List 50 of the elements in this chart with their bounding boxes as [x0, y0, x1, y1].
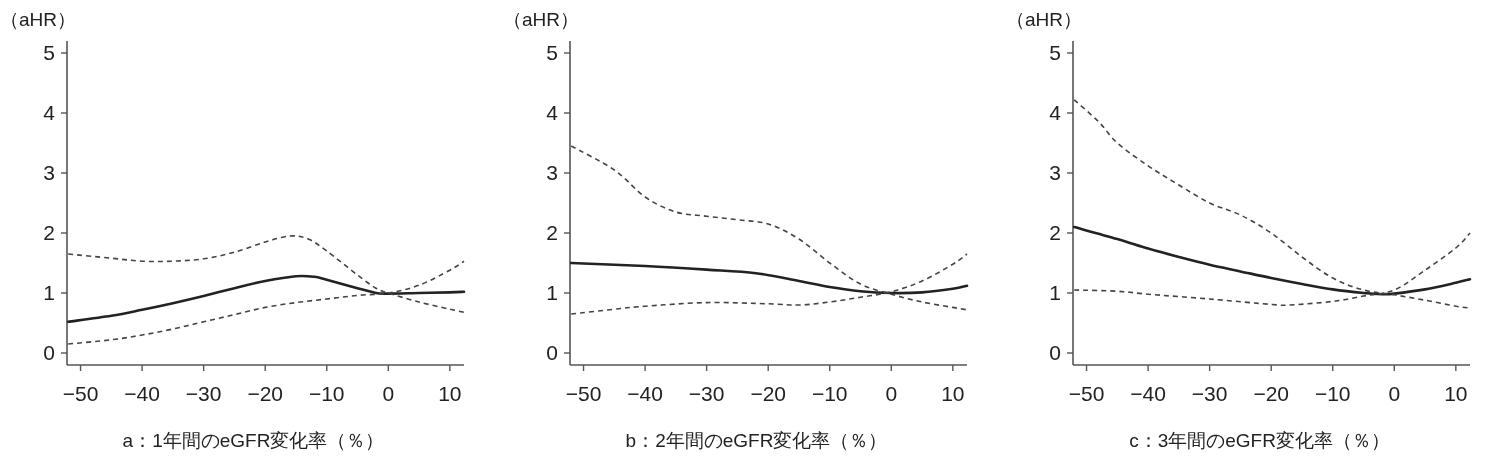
x-axis-title: c：3年間のeGFR変化率（％）: [1129, 430, 1390, 451]
y-tick-label: 1: [1049, 281, 1061, 304]
x-tick-label: 0: [885, 382, 898, 405]
x-tick-label: −50: [1068, 382, 1105, 405]
x-tick-label: 0: [1388, 382, 1401, 405]
y-tick-label: 3: [1049, 161, 1061, 184]
x-tick-label: −20: [247, 382, 283, 405]
y-tick-label: 1: [43, 281, 55, 304]
x-tick-label: −20: [1253, 382, 1289, 405]
x-axis-title: b：2年間のeGFR変化率（％）: [625, 430, 888, 451]
y-tick-label: 2: [1049, 221, 1061, 244]
x-tick-label: −50: [62, 382, 99, 405]
x-tick-label: 10: [438, 382, 462, 405]
y-tick-label: 4: [1049, 101, 1062, 124]
x-tick-label: 10: [941, 382, 965, 405]
y-tick-label: 1: [546, 281, 558, 304]
x-axis-title: a：1年間のeGFR変化率（％）: [122, 430, 385, 451]
y-tick-label: 3: [43, 161, 55, 184]
y-tick-label: 4: [43, 101, 56, 124]
x-tick-label: −40: [124, 382, 160, 405]
x-tick-label: −40: [627, 382, 663, 405]
x-tick-label: −10: [811, 382, 848, 405]
y-tick-label: 5: [43, 41, 55, 64]
y-axis-title: （aHR）: [503, 9, 580, 30]
y-tick-label: 3: [546, 161, 558, 184]
x-tick-label: −50: [565, 382, 602, 405]
line-series: [570, 145, 968, 311]
y-tick-label: 4: [546, 101, 559, 124]
x-tick-label: −30: [185, 382, 222, 405]
x-tick-label: −40: [1130, 382, 1166, 405]
x-tick-label: −30: [1191, 382, 1228, 405]
y-tick-label: 2: [546, 221, 558, 244]
x-tick-label: −10: [1314, 382, 1351, 405]
line-series: [569, 261, 969, 295]
y-tick-label: 5: [546, 41, 558, 64]
y-tick-label: 0: [546, 341, 558, 364]
x-tick-label: −20: [750, 382, 786, 405]
y-tick-label: 5: [1049, 41, 1061, 64]
x-tick-label: −30: [688, 382, 725, 405]
y-axis-title: （aHR）: [0, 9, 77, 30]
y-tick-label: 2: [43, 221, 55, 244]
x-tick-label: −10: [308, 382, 345, 405]
y-axis-title: （aHR）: [1006, 9, 1083, 30]
x-tick-label: 10: [1444, 382, 1468, 405]
x-tick-label: 0: [382, 382, 395, 405]
line-series: [1073, 99, 1471, 309]
line-series: [1072, 225, 1472, 296]
y-tick-label: 0: [43, 341, 55, 364]
y-tick-label: 0: [1049, 341, 1061, 364]
line-series: [66, 274, 466, 324]
